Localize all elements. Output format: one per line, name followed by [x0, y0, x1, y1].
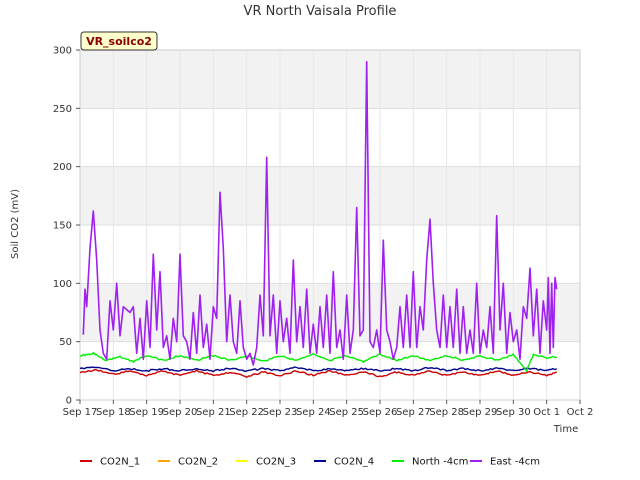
series-line-east-4cm	[82, 60, 558, 366]
legend-item: CO2N_3	[236, 457, 296, 468]
y-axis: 0 50 100 150 200 250 300	[53, 46, 80, 407]
x-tick-label: Sep 25	[329, 407, 364, 418]
x-axis-label: Time	[553, 424, 578, 435]
plot-band	[80, 166, 580, 225]
legend-label: CO2N_3	[256, 457, 296, 468]
x-tick-label: Sep 26	[363, 407, 398, 418]
legend-label: East -4cm	[490, 457, 540, 468]
x-tick-label: Sep 23	[263, 407, 298, 418]
series-line-co2n-1	[79, 368, 557, 378]
legend-item: East -4cm	[470, 457, 540, 468]
y-tick-label: 50	[59, 337, 72, 348]
legend-label: North -4cm	[412, 457, 468, 468]
y-tick-label: 200	[53, 162, 72, 173]
x-tick-label: Sep 22	[229, 407, 264, 418]
series-line-co2n-4	[79, 366, 558, 373]
plot-band	[80, 50, 580, 109]
x-tick-label: Sep 18	[96, 407, 131, 418]
x-tick-label: Sep 30	[496, 407, 531, 418]
legend-item: CO2N_1	[80, 457, 140, 468]
x-tick-label: Sep 28	[429, 407, 464, 418]
x-tick-label: Sep 29	[463, 407, 498, 418]
y-tick-label: 150	[53, 221, 72, 232]
legend-label: CO2N_4	[334, 457, 374, 468]
legend-label: CO2N_2	[178, 457, 218, 468]
x-tick-label: Oct 2	[567, 407, 594, 418]
series-layer	[79, 60, 558, 378]
legend-item: North -4cm	[392, 457, 468, 468]
legend-item: CO2N_4	[314, 457, 374, 468]
chart-title: VR North Vaisala Profile	[244, 4, 397, 19]
x-tick-label: Sep 24	[296, 407, 331, 418]
x-tick-label: Sep 19	[129, 407, 164, 418]
site-badge-text: VR_soilco2	[86, 35, 152, 48]
site-badge-box	[80, 31, 158, 51]
legend: CO2N_1 CO2N_2 CO2N_3 CO2N_4 North -4cm East -…	[80, 457, 540, 468]
x-tick-label: Oct 1	[533, 407, 560, 418]
y-tick-label: 250	[53, 104, 72, 115]
site-badge: VR_soilco2	[80, 31, 158, 51]
x-tick-label: Sep 21	[196, 407, 231, 418]
legend-item: CO2N_2	[158, 457, 218, 468]
y-tick-label: 0	[66, 396, 72, 407]
series-line-north-4cm	[79, 351, 558, 373]
y-tick-label: 300	[53, 46, 72, 57]
x-tick-label: Sep 20	[163, 407, 198, 418]
y-tick-label: 100	[53, 279, 72, 290]
x-tick-label: Sep 27	[396, 407, 431, 418]
legend-label: CO2N_1	[100, 457, 140, 468]
x-tick-label: Sep 17	[63, 407, 98, 418]
y-axis-label: Soil CO2 (mV)	[10, 189, 21, 259]
